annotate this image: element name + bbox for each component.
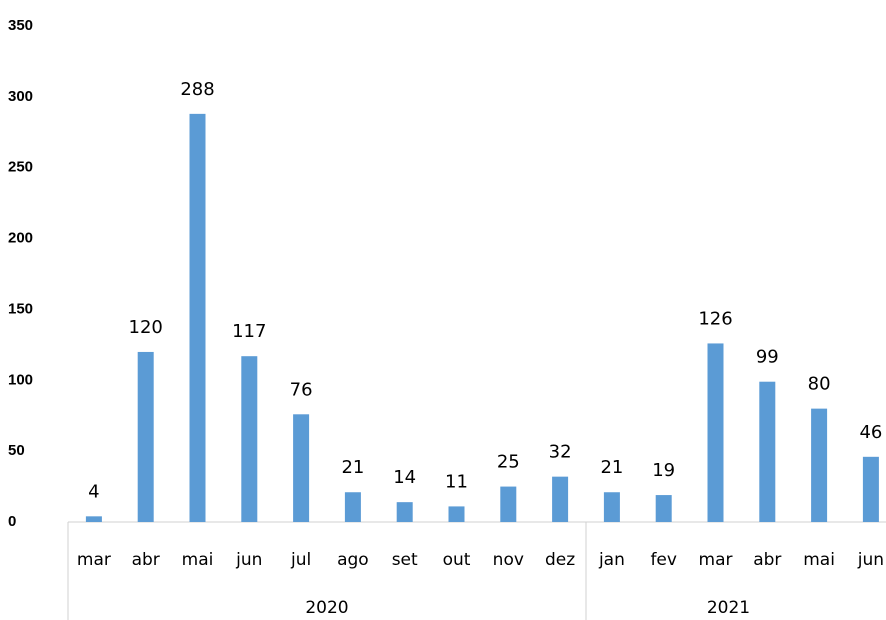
y-tick-label: 300 — [8, 88, 33, 105]
bar — [396, 502, 413, 522]
bar — [500, 486, 517, 522]
data-label: 19 — [652, 460, 675, 481]
x-tick-label: jun — [857, 550, 884, 570]
bar — [759, 381, 776, 522]
y-tick-label: 200 — [8, 230, 33, 247]
data-label: 120 — [129, 317, 163, 338]
x-tick-label: jan — [598, 550, 625, 570]
x-tick-label: out — [443, 550, 471, 570]
data-label: 126 — [698, 308, 732, 329]
y-tick-label: 100 — [8, 371, 33, 388]
x-tick-label: mar — [699, 550, 733, 570]
data-label: 4 — [88, 481, 99, 502]
x-tick-label: mar — [77, 550, 111, 570]
y-tick-label: 50 — [8, 442, 25, 459]
bar — [344, 492, 361, 522]
data-label: 21 — [341, 457, 364, 478]
group-label: 2020 — [305, 598, 348, 618]
x-tick-label: abr — [753, 550, 781, 570]
bar — [707, 343, 724, 522]
x-tick-label: mai — [803, 550, 835, 570]
data-label: 76 — [290, 379, 313, 400]
bar — [448, 506, 465, 522]
data-label: 288 — [180, 79, 214, 100]
bar — [241, 356, 258, 522]
x-tick-label: set — [392, 550, 418, 570]
x-tick-label: dez — [545, 550, 575, 570]
data-label: 99 — [756, 347, 779, 368]
y-tick-label: 350 — [8, 17, 33, 34]
data-label: 80 — [808, 374, 831, 395]
x-tick-label: abr — [132, 550, 160, 570]
y-tick-label: 250 — [8, 159, 33, 176]
data-label: 14 — [393, 467, 416, 488]
x-tick-label: jul — [290, 550, 311, 570]
bar — [85, 516, 102, 522]
bar — [137, 351, 154, 522]
data-label: 21 — [600, 457, 623, 478]
bar — [862, 456, 879, 522]
x-tick-label: jun — [235, 550, 262, 570]
x-tick-label: mai — [182, 550, 214, 570]
group-label: 2021 — [707, 598, 750, 618]
bar — [603, 492, 620, 522]
data-label: 117 — [232, 321, 266, 342]
y-tick-label: 0 — [8, 513, 16, 530]
data-label: 11 — [445, 471, 468, 492]
x-tick-label: ago — [337, 550, 369, 570]
bar — [293, 414, 310, 522]
data-label: 32 — [549, 442, 572, 463]
data-label: 46 — [859, 422, 882, 443]
bar — [655, 495, 672, 522]
y-tick-label: 150 — [8, 300, 33, 317]
data-label: 25 — [497, 452, 520, 473]
bar — [552, 476, 569, 522]
bar — [811, 408, 828, 522]
x-tick-label: fev — [650, 550, 677, 570]
bar — [189, 113, 206, 522]
x-tick-label: nov — [493, 550, 524, 570]
